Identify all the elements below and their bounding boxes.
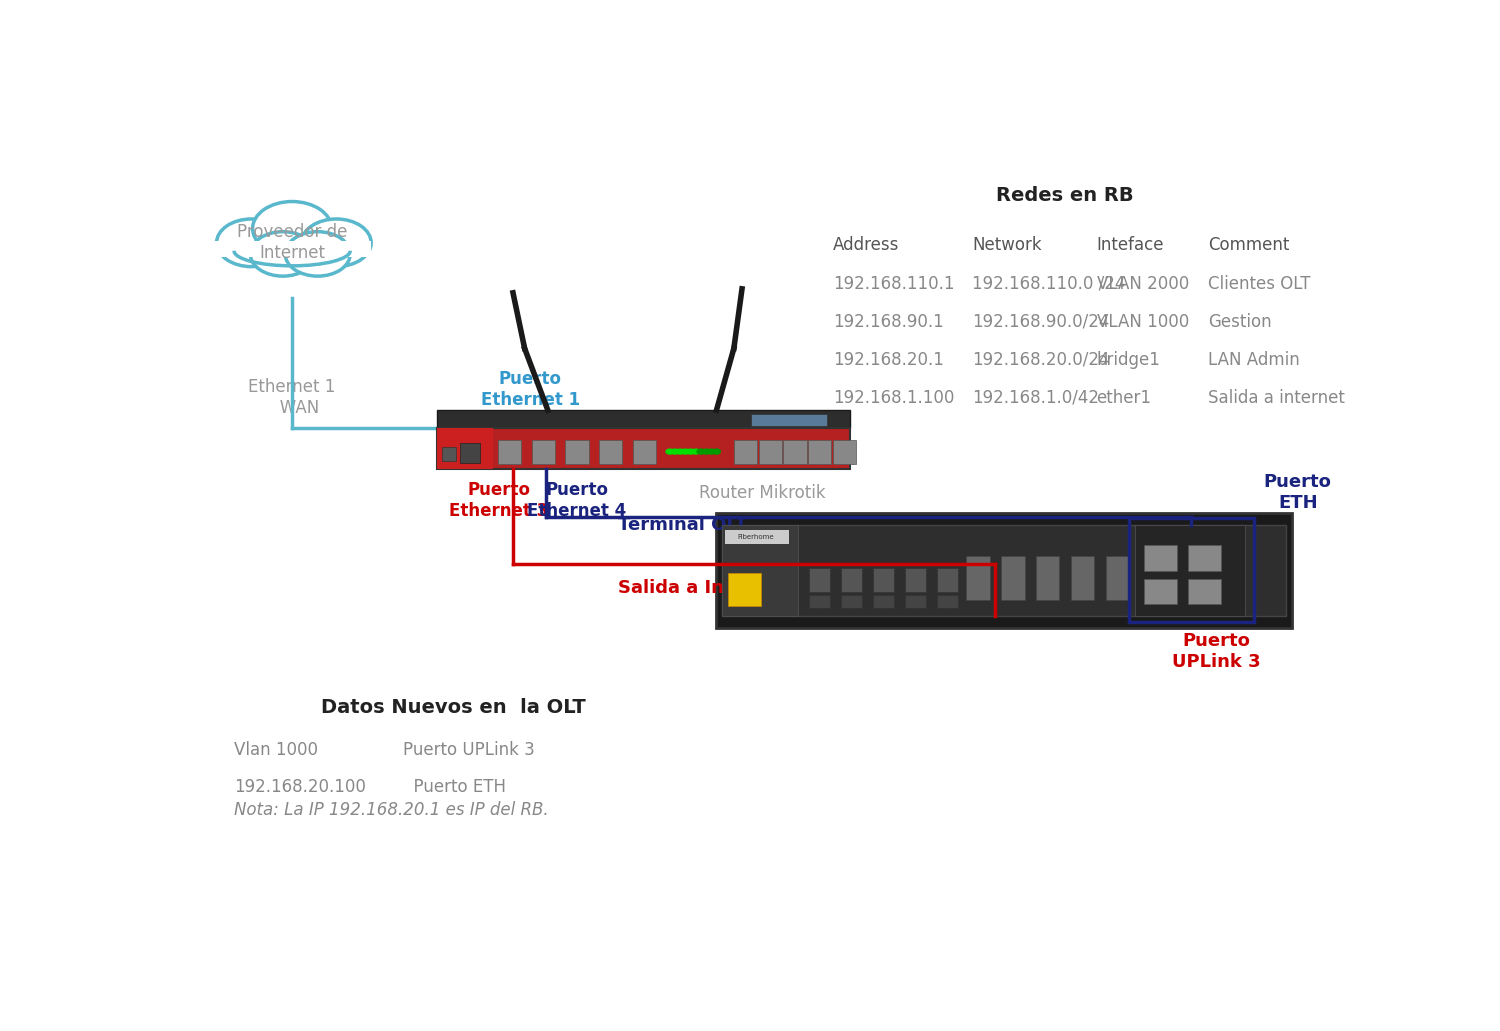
FancyBboxPatch shape	[1002, 557, 1025, 600]
Text: Proveedor de
Internet: Proveedor de Internet	[237, 224, 348, 262]
Circle shape	[696, 448, 705, 455]
FancyBboxPatch shape	[723, 525, 1286, 616]
Circle shape	[692, 448, 700, 455]
Text: 192.168.110.0 /24: 192.168.110.0 /24	[972, 274, 1125, 293]
FancyBboxPatch shape	[1188, 578, 1221, 604]
FancyBboxPatch shape	[442, 446, 456, 461]
Text: Salida a internet: Salida a internet	[1208, 389, 1346, 407]
FancyBboxPatch shape	[723, 525, 798, 616]
Text: bridge1: bridge1	[1096, 351, 1161, 369]
Text: Puerto
UPLink 3: Puerto UPLink 3	[1172, 632, 1260, 671]
Text: 192.168.20.100: 192.168.20.100	[234, 777, 366, 796]
Text: Ethernet 1
   WAN: Ethernet 1 WAN	[249, 378, 336, 417]
FancyBboxPatch shape	[1188, 545, 1221, 571]
Text: VLAN 2000: VLAN 2000	[1096, 274, 1190, 293]
FancyBboxPatch shape	[759, 440, 782, 464]
Circle shape	[216, 219, 286, 267]
Circle shape	[251, 232, 315, 276]
FancyBboxPatch shape	[438, 410, 850, 428]
FancyBboxPatch shape	[1036, 557, 1059, 600]
Text: Network: Network	[972, 236, 1042, 255]
FancyBboxPatch shape	[906, 595, 927, 608]
Circle shape	[666, 448, 675, 455]
Text: 192.168.1.0/42: 192.168.1.0/42	[972, 389, 1100, 407]
Text: 192.168.20.1: 192.168.20.1	[833, 351, 944, 369]
Circle shape	[686, 448, 696, 455]
Circle shape	[706, 448, 716, 455]
FancyBboxPatch shape	[1144, 545, 1178, 571]
FancyBboxPatch shape	[906, 568, 927, 592]
Circle shape	[712, 448, 722, 455]
Text: Gestion: Gestion	[1208, 312, 1272, 331]
FancyBboxPatch shape	[842, 595, 862, 608]
Text: Inteface: Inteface	[1096, 236, 1164, 255]
FancyBboxPatch shape	[438, 428, 850, 469]
Text: LAN Admin: LAN Admin	[1208, 351, 1300, 369]
Text: 192.168.90.1: 192.168.90.1	[833, 312, 944, 331]
FancyBboxPatch shape	[213, 241, 370, 257]
Bar	[1130, 519, 1254, 623]
FancyBboxPatch shape	[498, 440, 520, 464]
Text: Clientes OLT: Clientes OLT	[1208, 274, 1311, 293]
FancyBboxPatch shape	[938, 595, 958, 608]
FancyBboxPatch shape	[966, 557, 990, 600]
FancyBboxPatch shape	[1144, 578, 1178, 604]
FancyBboxPatch shape	[810, 595, 831, 608]
Text: Router Mikrotik: Router Mikrotik	[699, 484, 825, 502]
Text: Puerto ETH: Puerto ETH	[402, 777, 506, 796]
FancyBboxPatch shape	[566, 440, 588, 464]
Text: Puerto
Ethernet 3: Puerto Ethernet 3	[450, 481, 549, 521]
Circle shape	[252, 201, 332, 256]
FancyBboxPatch shape	[717, 512, 1292, 628]
Text: 192.168.20.0/24: 192.168.20.0/24	[972, 351, 1110, 369]
FancyBboxPatch shape	[808, 440, 831, 464]
Text: Puerto
Ethernet 4: Puerto Ethernet 4	[528, 481, 627, 521]
FancyBboxPatch shape	[938, 568, 958, 592]
Text: Terminal OLT: Terminal OLT	[618, 516, 747, 534]
Text: Datos Nuevos en  la OLT: Datos Nuevos en la OLT	[321, 698, 586, 717]
FancyBboxPatch shape	[810, 568, 831, 592]
FancyBboxPatch shape	[1106, 557, 1130, 600]
Text: ether1: ether1	[1096, 389, 1152, 407]
Circle shape	[285, 232, 350, 276]
FancyBboxPatch shape	[494, 419, 668, 427]
Circle shape	[675, 448, 686, 455]
FancyBboxPatch shape	[728, 573, 760, 606]
Text: 192.168.90.0/24: 192.168.90.0/24	[972, 312, 1110, 331]
FancyBboxPatch shape	[459, 443, 480, 463]
Circle shape	[670, 448, 680, 455]
Text: Puerto UPLink 3: Puerto UPLink 3	[402, 741, 534, 760]
FancyBboxPatch shape	[1071, 557, 1094, 600]
Text: 192.168.1.100: 192.168.1.100	[833, 389, 954, 407]
Text: Redes en RB: Redes en RB	[996, 186, 1134, 205]
Text: Salida a Internet: Salida a Internet	[618, 579, 788, 597]
FancyBboxPatch shape	[724, 530, 789, 544]
FancyBboxPatch shape	[531, 440, 555, 464]
Text: Comment: Comment	[1208, 236, 1290, 255]
Text: 192.168.110.1: 192.168.110.1	[833, 274, 954, 293]
Circle shape	[681, 448, 690, 455]
Text: Address: Address	[833, 236, 898, 255]
FancyBboxPatch shape	[783, 440, 807, 464]
Text: Puerto
ETH: Puerto ETH	[1263, 473, 1332, 512]
Text: Vlan 1000: Vlan 1000	[234, 741, 318, 760]
FancyBboxPatch shape	[734, 440, 758, 464]
Text: Fiberhome: Fiberhome	[738, 534, 774, 540]
FancyBboxPatch shape	[833, 440, 856, 464]
Text: Nota: La IP 192.168.20.1 es IP del RB.: Nota: La IP 192.168.20.1 es IP del RB.	[234, 801, 549, 820]
FancyBboxPatch shape	[752, 414, 827, 426]
FancyBboxPatch shape	[438, 428, 494, 469]
Circle shape	[302, 219, 370, 267]
FancyBboxPatch shape	[842, 568, 862, 592]
FancyBboxPatch shape	[633, 440, 656, 464]
FancyBboxPatch shape	[598, 440, 622, 464]
FancyBboxPatch shape	[873, 595, 894, 608]
FancyBboxPatch shape	[1136, 525, 1245, 616]
Text: Puerto
Ethernet 1: Puerto Ethernet 1	[482, 370, 580, 409]
Text: VLAN 1000: VLAN 1000	[1096, 312, 1190, 331]
Circle shape	[702, 448, 711, 455]
FancyBboxPatch shape	[873, 568, 894, 592]
